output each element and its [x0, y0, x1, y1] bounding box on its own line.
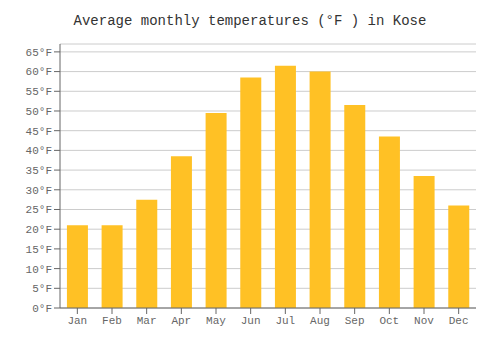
- svg-text:60°F: 60°F: [26, 66, 52, 78]
- svg-text:55°F: 55°F: [26, 86, 52, 98]
- svg-text:Feb: Feb: [102, 315, 122, 327]
- svg-text:Oct: Oct: [379, 315, 399, 327]
- svg-text:15°F: 15°F: [26, 244, 52, 256]
- svg-text:50°F: 50°F: [26, 106, 52, 118]
- svg-text:30°F: 30°F: [26, 185, 52, 197]
- svg-text:5°F: 5°F: [32, 283, 52, 295]
- svg-text:10°F: 10°F: [26, 264, 52, 276]
- svg-text:Aug: Aug: [310, 315, 330, 327]
- svg-text:Sep: Sep: [345, 315, 365, 327]
- html-text:Average monthly temperatures (: Average monthly temperatures (°F ) in Ko…: [73, 13, 427, 29]
- svg-text:Mar: Mar: [137, 315, 157, 327]
- svg-text:Dec: Dec: [449, 315, 469, 327]
- svg-text:0°F: 0°F: [32, 303, 52, 315]
- svg-text:Jun: Jun: [241, 315, 261, 327]
- svg-text:65°F: 65°F: [26, 47, 52, 59]
- svg-text:45°F: 45°F: [26, 126, 52, 138]
- svg-text:25°F: 25°F: [26, 204, 52, 216]
- svg-text:May: May: [206, 315, 226, 327]
- svg-text:Apr: Apr: [171, 315, 191, 327]
- svg-text:Nov: Nov: [414, 315, 434, 327]
- svg-text:40°F: 40°F: [26, 145, 52, 157]
- svg-text:Jan: Jan: [67, 315, 87, 327]
- svg-text:35°F: 35°F: [26, 165, 52, 177]
- svg-text:20°F: 20°F: [26, 224, 52, 236]
- svg-text:Jul: Jul: [275, 315, 295, 327]
